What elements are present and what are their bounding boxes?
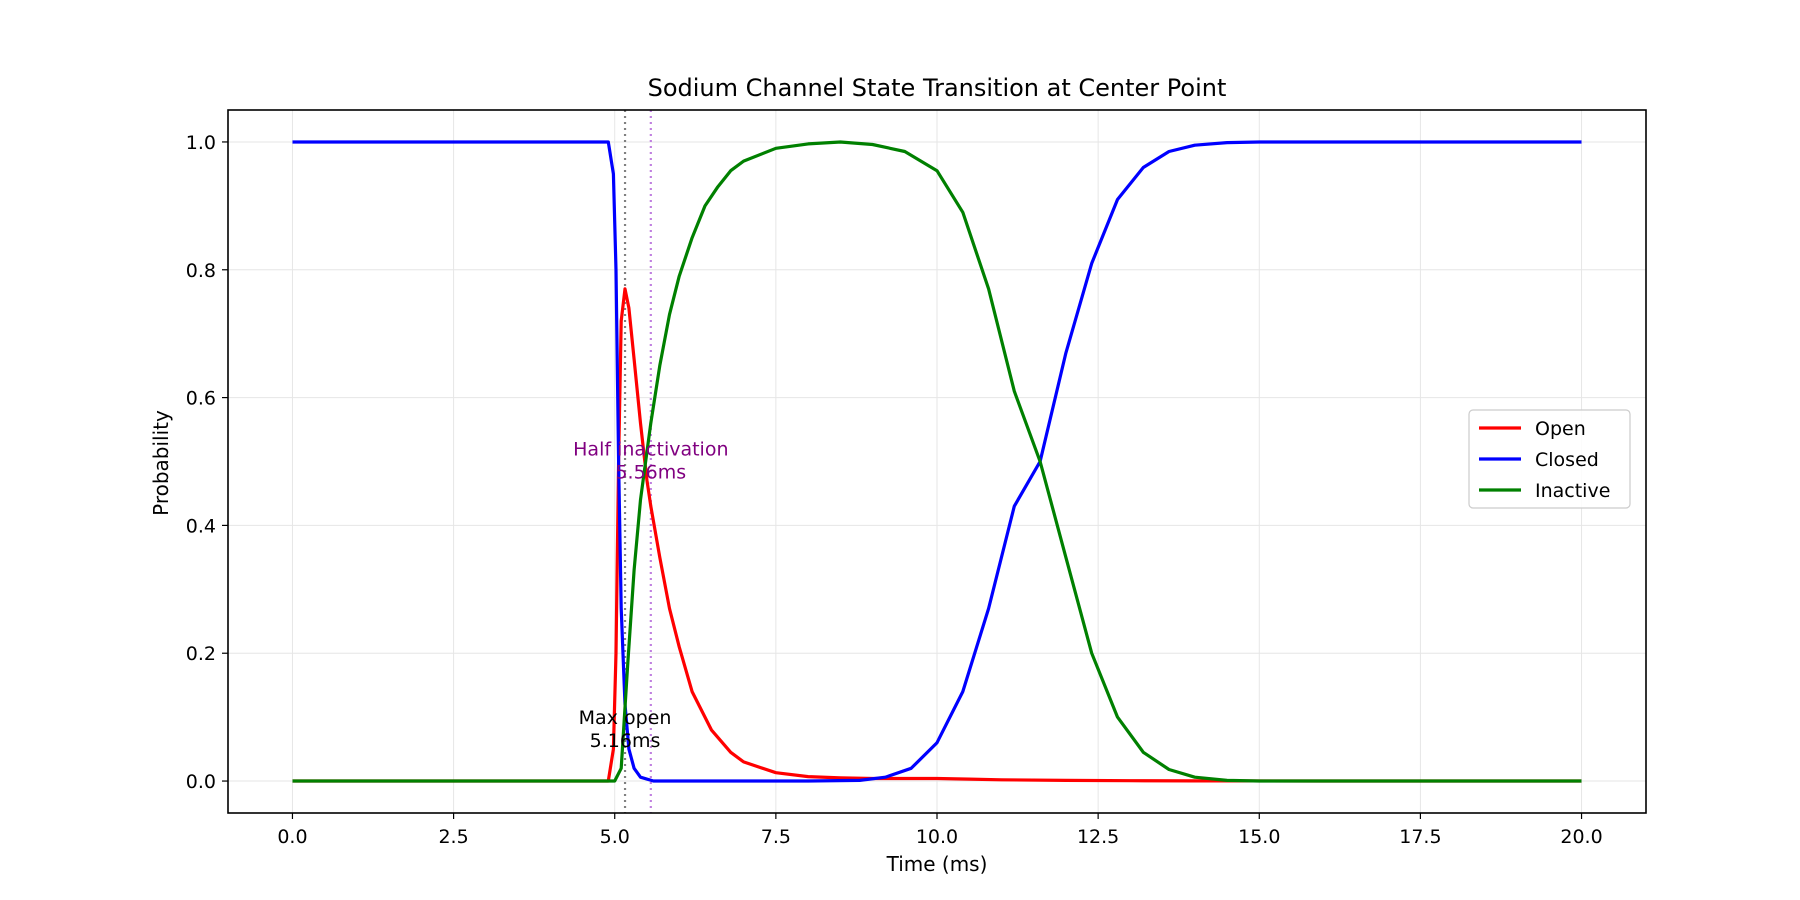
x-tick-label: 5.0 xyxy=(600,826,630,848)
annotations: Max open 5.16ms Half inactivation 5.56ms xyxy=(573,439,728,752)
x-tick-label: 2.5 xyxy=(438,826,468,848)
legend-box xyxy=(1468,409,1631,509)
y-tick-label: 0.2 xyxy=(186,643,216,665)
x-tick-label: 15.0 xyxy=(1238,826,1280,848)
grid xyxy=(228,110,1646,813)
x-tick-label: 7.5 xyxy=(761,826,791,848)
series-line-closed xyxy=(292,140,1582,783)
annotation-line: 5.56ms xyxy=(615,462,686,484)
x-axis-label: Time (ms) xyxy=(886,852,988,876)
y-tick-label: 0.6 xyxy=(186,388,216,410)
annotation-line: Max open xyxy=(579,707,672,729)
annotation-label: Max open 5.16ms xyxy=(579,707,672,752)
series-line-open xyxy=(292,287,1582,783)
y-tick-label: 0.4 xyxy=(186,515,216,537)
series-line-inactive xyxy=(292,140,1582,783)
legend-label: Open xyxy=(1535,418,1586,440)
legend-label: Closed xyxy=(1535,449,1599,471)
x-tick-label: 12.5 xyxy=(1077,826,1119,848)
annotation-line: Half inactivation xyxy=(573,439,728,461)
chart-title: Sodium Channel State Transition at Cente… xyxy=(648,74,1227,102)
annotation-label: Half inactivation 5.56ms xyxy=(573,439,728,484)
x-tick-label: 17.5 xyxy=(1399,826,1441,848)
series-lines xyxy=(292,140,1582,783)
y-tick-label: 0.0 xyxy=(186,771,216,793)
y-tick-label: 1.0 xyxy=(186,132,216,154)
y-tick-label: 0.8 xyxy=(186,260,216,282)
y-axis-label: Probability xyxy=(149,410,173,516)
annotation-line: 5.16ms xyxy=(590,730,661,752)
axis-ticks: 0.0 2.5 5.0 7.5 10.0 12.5 15.0 17.5 20.0 0.0 0.2 0.… xyxy=(186,132,1603,848)
legend-label: Inactive xyxy=(1535,480,1610,502)
legend: Open Closed Inactive xyxy=(1468,409,1631,509)
x-tick-label: 20.0 xyxy=(1560,826,1602,848)
x-tick-label: 0.0 xyxy=(277,826,307,848)
x-tick-label: 10.0 xyxy=(916,826,958,848)
